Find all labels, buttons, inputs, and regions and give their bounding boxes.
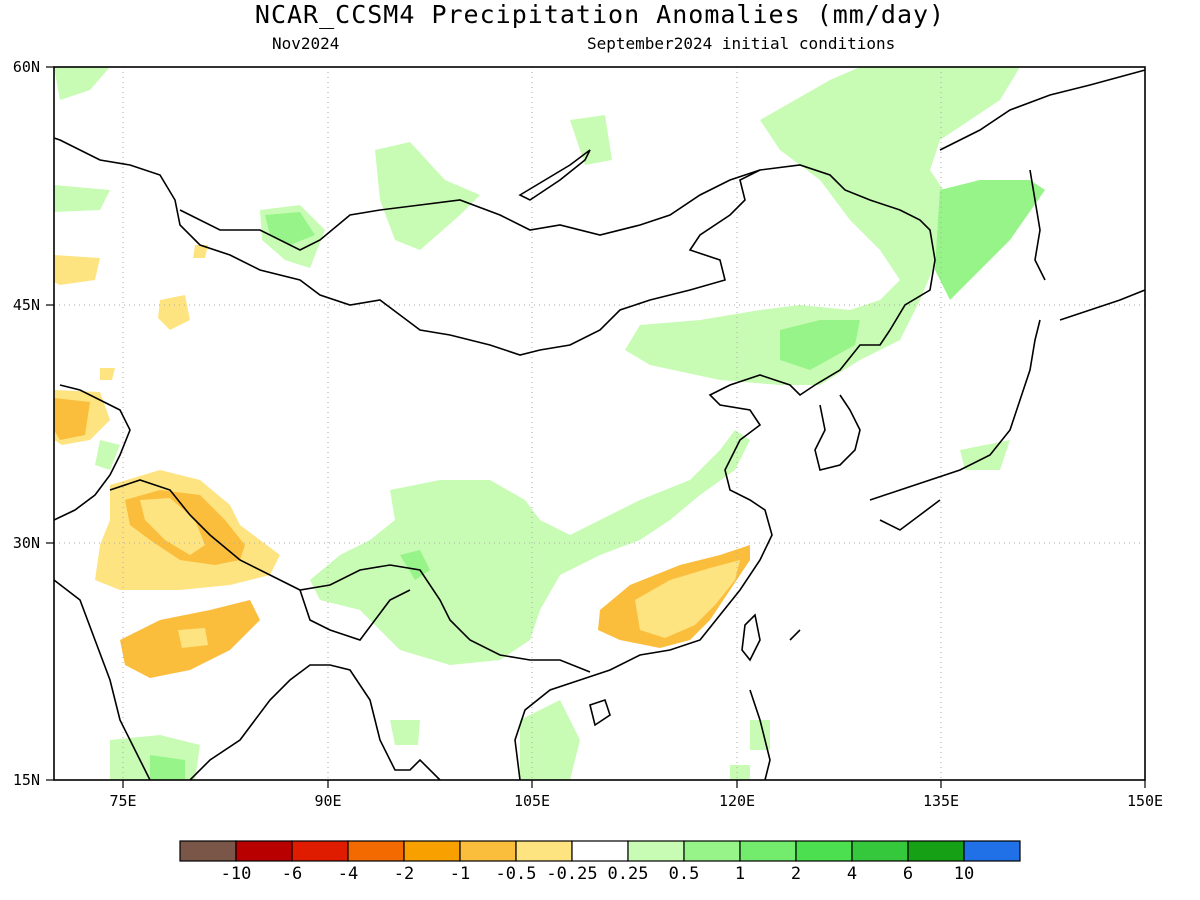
region-china-wet (95, 430, 1010, 780)
graticule (54, 67, 1145, 780)
initial-conditions: September2024 initial conditions (587, 34, 896, 53)
lon-label-75e: 75E (109, 792, 137, 810)
colorbar-label: 10 (953, 864, 975, 884)
colorbar-swatch (739, 840, 797, 862)
coastlines-borders (54, 69, 1145, 780)
colorbar-swatch (627, 840, 685, 862)
axis-ticks (46, 66, 1146, 788)
region-himalaya-dry-inner (140, 498, 205, 555)
coastline-asia (54, 137, 936, 780)
colorbar-label: 0.5 (668, 864, 700, 884)
border-china-south (109, 479, 591, 673)
anomaly-shading (54, 67, 1045, 780)
colorbar-swatch (291, 840, 349, 862)
border-mongolia (179, 169, 761, 251)
colorbar-swatch (683, 840, 741, 862)
colorbar-swatch (459, 840, 517, 862)
lat-label-60n: 60N (12, 58, 40, 76)
colorbar (179, 840, 1021, 862)
colorbar-label: -0.5 (495, 864, 537, 884)
colorbar-label: -1 (449, 864, 471, 884)
coast-taiwan-hainan (589, 613, 761, 727)
colorbar-swatch (179, 840, 237, 862)
colorbar-swatch (235, 840, 293, 862)
colorbar-swatch (403, 840, 461, 862)
region-southeast-china-dry (120, 545, 750, 678)
colorbar-swatch (963, 840, 1021, 862)
lon-label-135e: 135E (922, 792, 960, 810)
region-northeast-wet-core (265, 180, 1045, 370)
colorbar-label: 4 (846, 864, 858, 884)
colorbar-label: -4 (337, 864, 359, 884)
coast-philippines (749, 629, 801, 780)
colorbar-label: -0.25 (546, 864, 598, 884)
colorbar-label: 2 (790, 864, 802, 884)
colorbar-swatch (515, 840, 573, 862)
colorbar-label: 0.25 (607, 864, 649, 884)
colorbar-swatch (571, 840, 629, 862)
coast-kamchatka-sakhalin (939, 69, 1145, 321)
lat-label-30n: 30N (12, 534, 40, 552)
map-frame (53, 66, 1146, 781)
colorbar-swatch (795, 840, 853, 862)
lat-label-45n: 45N (12, 296, 40, 314)
forecast-month: Nov2024 (272, 34, 340, 53)
colorbar-swatch (907, 840, 965, 862)
lat-label-15n: 15N (12, 771, 40, 789)
coast-korea (814, 394, 861, 471)
region-northeast-wet (625, 67, 1020, 385)
colorbar-label: -10 (220, 864, 252, 884)
colorbar-label: -6 (281, 864, 303, 884)
colorbar-label: 1 (734, 864, 746, 884)
coast-japan (869, 319, 1041, 531)
region-himalaya-dry (54, 245, 280, 590)
colorbar-swatch (347, 840, 405, 862)
colorbar-swatch (851, 840, 909, 862)
border-india (54, 384, 411, 641)
lake-baikal (518, 149, 591, 201)
lon-label-150e: 150E (1126, 792, 1164, 810)
lon-label-90e: 90E (314, 792, 342, 810)
lon-label-105e: 105E (513, 792, 551, 810)
map-title: NCAR_CCSM4 Precipitation Anomalies (mm/d… (254, 0, 946, 29)
lon-label-120e: 120E (718, 792, 756, 810)
colorbar-label: 6 (902, 864, 914, 884)
colorbar-label: -2 (393, 864, 415, 884)
